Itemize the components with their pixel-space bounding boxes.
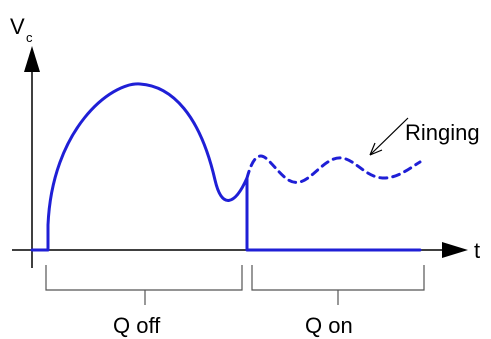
q-on-label: Q on [305,313,353,338]
ringing-pointer-arrow-icon [369,142,383,156]
q-off-bracket [45,265,243,305]
ringing-label: Ringing [405,120,480,145]
y-axis-label: V [10,14,25,39]
y-axis-arrow-icon [24,46,40,72]
q-on-bracket [251,265,425,305]
q-off-label: Q off [113,313,161,338]
waveform-q-off [30,82,422,252]
y-axis-label-subscript: c [26,30,33,45]
waveform-ringing [245,154,422,184]
x-axis-label: t [474,238,480,263]
ringing-pointer [369,117,409,156]
x-axis-arrow-icon [442,242,468,258]
